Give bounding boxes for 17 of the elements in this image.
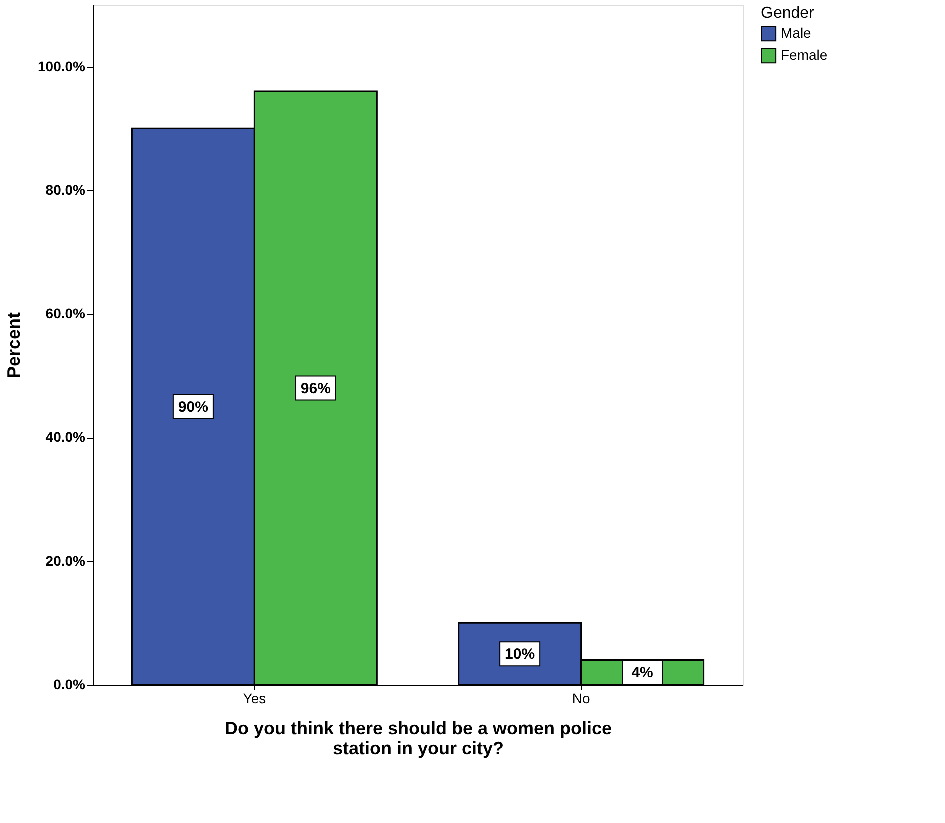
y-tick-label: 80.0% <box>46 182 86 198</box>
data-label: 10% <box>505 646 536 664</box>
y-tick-label: 0.0% <box>54 676 86 692</box>
y-tick-label: 20.0% <box>46 552 86 569</box>
y-tick-label: 60.0% <box>46 306 86 322</box>
x-axis-title: Do you think there should be a women police station in your city? <box>224 718 612 758</box>
y-axis-title: Percent <box>4 312 24 379</box>
data-label: 4% <box>632 664 654 682</box>
legend-label: Male <box>781 25 812 41</box>
y-tick-label: 40.0% <box>46 429 86 446</box>
y-tick-label: 100.0% <box>38 58 86 74</box>
x-tick-label: Yes <box>243 690 266 706</box>
legend-title: Gender <box>761 5 816 22</box>
data-label: 90% <box>178 398 208 416</box>
data-label: 96% <box>300 380 331 398</box>
x-tick-label: No <box>572 690 590 706</box>
legend-label: Female <box>781 47 828 63</box>
